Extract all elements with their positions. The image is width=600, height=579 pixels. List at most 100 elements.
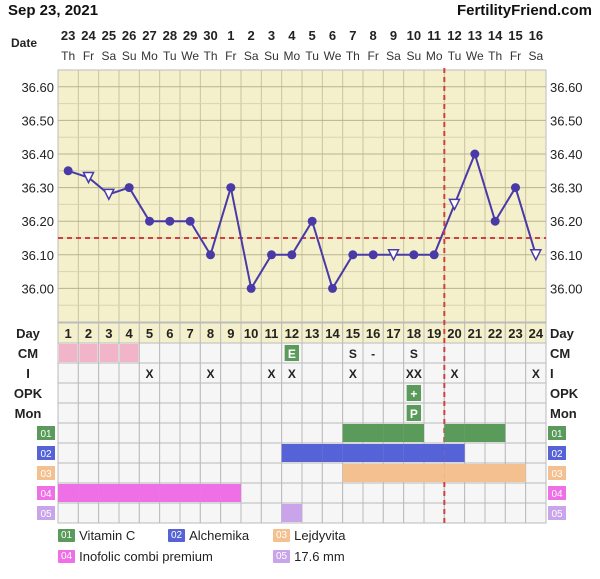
temperature-point [206,250,215,260]
table-cell [443,482,466,504]
supplement-badge-right [548,446,566,460]
table-cell [57,402,79,424]
row-label-left: OPK [14,386,43,401]
legend-badge: 03 [273,529,291,542]
table-cell [443,502,466,524]
table-cell [240,362,262,384]
temperature-point [328,283,337,293]
date-tick: 15 [508,28,522,43]
row-label-left: CM [18,346,38,361]
legend-item: 01 Vitamin C [58,528,135,543]
intercourse-mark: X [145,367,153,381]
table-cell [525,342,547,364]
weekday-tick: Sa [244,49,259,63]
y-tick-left: 36.60 [21,80,54,95]
table-cell [260,342,283,364]
table-cell [118,462,140,484]
table-cell [464,382,486,404]
monitor-peak [406,405,421,421]
table-cell [77,422,100,444]
cm-value: S [349,347,357,361]
supplement-cell [119,484,140,502]
cycle-day: 15 [346,326,360,341]
legend-label: 17.6 mm [294,549,345,564]
table-cell [159,422,181,444]
date-tick: 1 [227,28,234,43]
table-cell [199,402,222,424]
table-cell [281,402,303,424]
row-label-right: CM [550,346,570,361]
cycle-day: 20 [447,326,461,341]
table-cell [423,402,445,424]
supplement-cell [383,424,404,442]
supplement-badge-right [548,486,566,500]
table-cell [504,362,527,384]
table-cell [118,442,140,464]
cycle-day: 11 [265,326,279,341]
supplement-cell [403,424,424,442]
cm-value: S [410,347,418,361]
supplement-badge-right-text: 01 [551,429,563,440]
temperature-point [409,250,419,260]
table-cell [403,482,425,504]
table-cell [98,362,120,384]
temperature-point [246,283,256,293]
table-cell [504,422,527,444]
table-cell [179,502,201,524]
temperature-point [490,216,500,226]
table-cell [301,502,323,524]
temperature-point-open [82,171,95,185]
weekday-tick: Tu [163,49,177,63]
supplement-badge-left-text: 02 [40,449,52,460]
monitor-value: P [410,407,418,421]
table-cell [464,342,486,364]
supplement-cell [383,444,404,462]
supplement-cell [424,444,445,462]
weekday-tick: Sa [386,49,401,63]
cycle-day: 6 [166,326,173,341]
table-cell [138,502,161,524]
weekday-tick: Fr [368,49,379,63]
supplement-cell [485,424,506,442]
table-cell [504,382,527,404]
table-cell [57,362,79,384]
table-cell [260,482,283,504]
supplement-badge-right [548,506,566,520]
y-tick-left: 36.20 [21,214,54,229]
supplement-cell [342,464,363,482]
table-cell [260,442,283,464]
table-cell [464,402,486,424]
cm-shade [99,344,118,362]
table-cell [138,462,161,484]
intercourse-mark: X [267,367,275,381]
supplement-cell [383,464,404,482]
intercourse-mark: XX [406,367,422,381]
table-cell [159,362,181,384]
supplement-cell [505,464,526,482]
table-cell [504,502,527,524]
table-cell [525,382,547,404]
legend-item: 02 Alchemika [168,528,249,543]
table-cell [443,382,466,404]
supplement-cell [200,484,221,502]
table-cell [199,502,222,524]
supplement-badge-right [548,466,566,480]
table-cell [240,502,262,524]
weekday-tick: Sa [528,49,543,63]
table-cell [525,482,547,504]
table-cell [57,422,79,444]
table-cell [484,402,506,424]
table-cell [118,422,140,444]
y-tick-left: 36.50 [21,113,54,128]
table-cell [98,422,120,444]
supplement-badge-right-text: 04 [551,489,563,500]
supplement-cell [444,444,465,462]
row-label-left: I [26,366,30,381]
table-cell [362,402,384,424]
cm-value: - [371,347,375,361]
date-tick: 2 [248,28,255,43]
table-cell [484,502,506,524]
supplement-badge-left [37,486,55,500]
table-cell [423,422,445,444]
